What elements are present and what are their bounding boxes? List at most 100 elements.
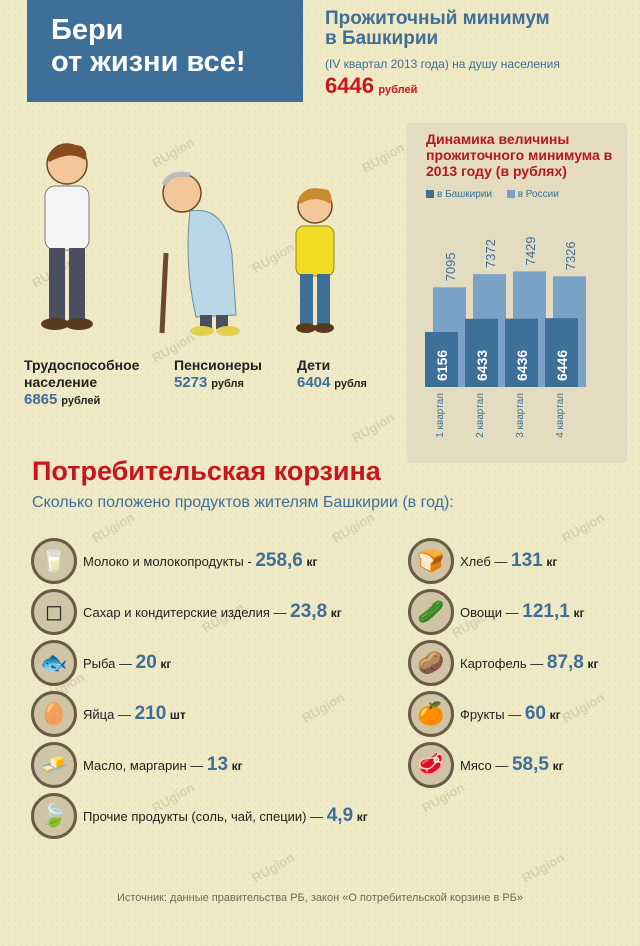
basket-item-value: 258,6: [255, 550, 303, 571]
header-subtitle: (IV квартал 2013 года) на душу населения: [325, 57, 560, 71]
basket-item: 🥩 Мясо — 58,5 кг: [408, 741, 564, 789]
child-unit: рубля: [334, 378, 367, 390]
source-note: Источник: данные правительства РБ, закон…: [116, 892, 524, 904]
tea-icon: 🍃: [31, 793, 77, 839]
basket-item-value: 121,1: [522, 601, 570, 622]
header-unit: рублей: [378, 84, 418, 96]
basket-item-value: 210: [134, 703, 167, 724]
category-label-2: 2 квартал: [475, 393, 486, 438]
fish-icon: 🐟: [31, 640, 77, 686]
basket-item-text: Прочие продукты (соль, чай, специи) — 4,…: [83, 805, 368, 827]
basket-item-unit: кг: [356, 810, 368, 824]
bar-bashkiria-4: [545, 318, 578, 387]
basket-item: 🥛 Молоко и молокопродукты - 258,6 кг: [31, 537, 318, 585]
worker-figure-icon: [41, 143, 93, 330]
eggs-icon: 🥚: [31, 691, 77, 737]
value-label-russia-4: 7326: [563, 241, 578, 270]
pensioner-label: Пенсионеры 5273 рубля: [174, 357, 262, 393]
basket-item-label: Молоко и молокопродукты -: [83, 554, 256, 569]
category-label-4: 4 квартал: [555, 393, 566, 438]
basket-item-unit: кг: [573, 606, 585, 620]
basket-item-text: Рыба — 20 кг: [83, 652, 171, 674]
pensioner-value: 5273: [174, 374, 208, 391]
basket-item-value: 131: [511, 550, 543, 571]
basket-item: 🥚 Яйца — 210 шт: [31, 690, 186, 738]
child-label-line-1: Дети: [297, 357, 331, 373]
basket-item-unit: кг: [231, 759, 243, 773]
basket-item-unit: кг: [549, 708, 561, 722]
basket-item-label: Масло, маргарин —: [83, 758, 207, 773]
value-label-russia-1: 7095: [443, 252, 458, 281]
pensioner-label-line-1: Пенсионеры: [174, 357, 262, 373]
basket-item-text: Овощи — 121,1 кг: [460, 601, 584, 623]
basket-item-value: 23,8: [290, 601, 328, 622]
basket-item-text: Молоко и молокопродукты - 258,6 кг: [83, 550, 318, 572]
sugar-icon: ◻: [31, 589, 77, 635]
basket-item-unit: кг: [552, 759, 564, 773]
meat-icon: 🥩: [408, 742, 454, 788]
pensioner-unit: рубля: [211, 378, 244, 390]
basket-item: 🥒 Овощи — 121,1 кг: [408, 588, 584, 636]
bar-bashkiria-2: [465, 318, 498, 387]
basket-item-value: 58,5: [511, 754, 549, 775]
basket-item-unit: кг: [587, 657, 599, 671]
value-label-bashkiria-4: 6446: [554, 350, 570, 381]
child-figure-icon: [295, 188, 335, 333]
value-label-russia-2: 7372: [483, 239, 498, 268]
basket-item-value: 87,8: [546, 652, 584, 673]
basket-item-text: Сахар и кондитерские изделия — 23,8 кг: [83, 601, 342, 623]
slogan-line-1: Бери: [51, 14, 124, 46]
milk-icon: 🥛: [31, 538, 77, 584]
basket-title: Потребительская корзина: [32, 456, 381, 486]
basket-item-value: 4,9: [326, 805, 354, 826]
basket-item-label: Хлеб —: [460, 554, 512, 569]
child-value: 6404: [297, 374, 331, 391]
worker-value: 6865: [24, 391, 58, 408]
basket-item: 🍊 Фрукты — 60 кг: [408, 690, 561, 738]
bar-bashkiria-3: [505, 318, 538, 387]
basket-item: ◻ Сахар и кондитерские изделия — 23,8 кг: [31, 588, 342, 636]
basket-item-unit: кг: [330, 606, 342, 620]
basket-item-label: Мясо —: [460, 758, 512, 773]
basket-item: 🥔 Картофель — 87,8 кг: [408, 639, 599, 687]
basket-item-text: Масло, маргарин — 13 кг: [83, 754, 243, 776]
bar-chart: 7095 6156 1 квартал 7372 6433 2 квартал 7429 64…: [425, 236, 586, 438]
chart-title: Динамика величины прожиточного минимума …: [426, 131, 613, 179]
value-label-bashkiria-2: 6433: [474, 350, 490, 381]
header-title-line-1: Прожиточный минимум: [325, 8, 550, 29]
category-label-3: 3 квартал: [515, 393, 526, 438]
value-label-bashkiria-1: 6156: [434, 350, 450, 381]
basket-item-label: Картофель —: [460, 656, 547, 671]
basket-item: 🍃 Прочие продукты (соль, чай, специи) — 4…: [31, 792, 368, 840]
worker-label-line-2: население: [24, 374, 98, 390]
category-label-1: 1 квартал: [435, 393, 446, 438]
basket-item-unit: кг: [160, 657, 172, 671]
butter-icon: 🧈: [31, 742, 77, 788]
basket-item-text: Хлеб — 131 кг: [460, 550, 557, 572]
header-value-row: 6446 рублей: [325, 73, 625, 99]
worker-unit: рублей: [61, 395, 101, 407]
basket-item-unit: кг: [546, 555, 558, 569]
basket-item-label: Фрукты —: [460, 707, 525, 722]
basket-item-text: Мясо — 58,5 кг: [460, 754, 564, 776]
header-title-line-2: в Башкирии: [325, 28, 439, 49]
slogan-banner: Бери от жизни все!: [27, 0, 303, 102]
legend-item-bashkiria: в Башкирии: [426, 189, 492, 200]
vegetables-icon: 🥒: [408, 589, 454, 635]
bar-bashkiria-1: [425, 331, 458, 387]
basket-item-text: Яйца — 210 шт: [83, 703, 186, 725]
basket-item-label: Рыба —: [83, 656, 136, 671]
legend-label-russia: в России: [517, 189, 559, 200]
basket-item-value: 13: [206, 754, 229, 775]
basket-item-value: 60: [524, 703, 546, 724]
child-label: Дети 6404 рубля: [297, 357, 367, 393]
basket-item-label: Яйца —: [83, 707, 135, 722]
basket-item: 🍞 Хлеб — 131 кг: [408, 537, 557, 585]
basket-item-value: 20: [135, 652, 157, 673]
chart-panel: Динамика величины прожиточного минимума …: [407, 123, 627, 463]
legend-label-bashkiria: в Башкирии: [437, 189, 492, 200]
legend-item-russia: в России: [506, 189, 559, 200]
worker-label-line-1: Трудоспособное: [24, 357, 140, 373]
basket-subtitle: Сколько положено продуктов жителям Башки…: [32, 494, 454, 511]
header-value: 6446: [325, 73, 374, 98]
